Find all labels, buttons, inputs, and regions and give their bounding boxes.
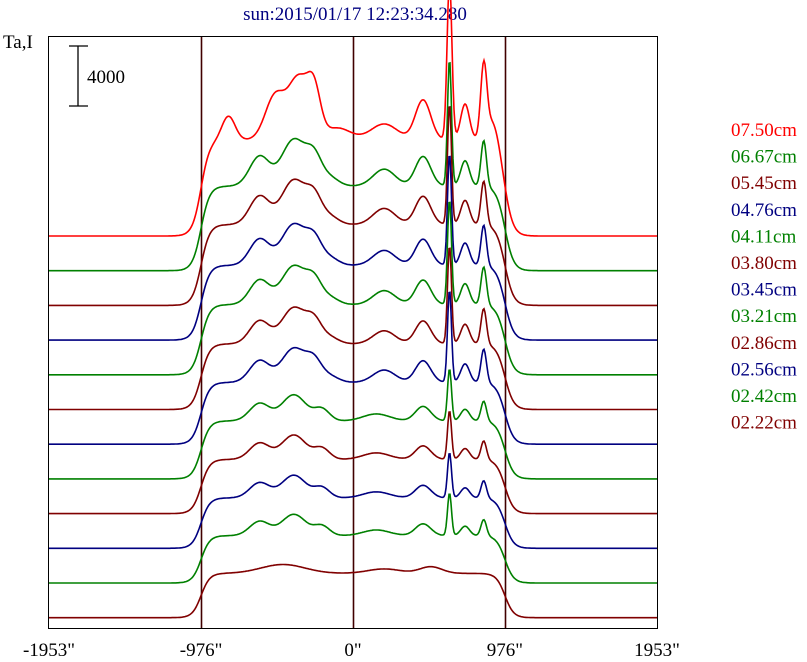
legend-entry: 03.21cm bbox=[731, 306, 797, 327]
legend-entry: 06.67cm bbox=[731, 147, 797, 168]
series-line-02.42cm bbox=[49, 493, 657, 584]
legend-entry: 04.11cm bbox=[731, 226, 796, 247]
scale-bar bbox=[69, 45, 88, 107]
x-tick-label: 976" bbox=[487, 640, 523, 661]
series-line-03.45cm bbox=[49, 291, 657, 445]
series-line-04.76cm bbox=[49, 155, 657, 341]
legend-entry: 07.50cm bbox=[731, 120, 797, 141]
legend-entry: 02.22cm bbox=[731, 413, 797, 434]
legend: 07.50cm 06.67cm 05.45cm 04.76cm 04.11cm 03.80… bbox=[731, 120, 797, 434]
vertical-reference-lines bbox=[200, 37, 507, 628]
scale-bar-label: 4000 bbox=[87, 67, 125, 88]
series-line-02.86cm bbox=[49, 411, 657, 515]
legend-entry: 04.76cm bbox=[731, 200, 797, 221]
series-line-02.56cm bbox=[49, 453, 657, 550]
series-layer bbox=[49, 0, 657, 619]
x-tick-label: -1953" bbox=[23, 640, 75, 661]
legend-entry: 02.42cm bbox=[731, 386, 797, 407]
plot-frame bbox=[48, 36, 658, 629]
series-line-03.21cm bbox=[49, 369, 657, 480]
series-line-05.45cm bbox=[49, 106, 657, 307]
legend-entry: 05.45cm bbox=[731, 173, 797, 194]
x-tick-label: 0" bbox=[344, 640, 361, 661]
x-tick-label: 1953" bbox=[634, 640, 680, 661]
series-line-06.67cm bbox=[49, 61, 657, 272]
series-line-07.50cm bbox=[49, 0, 657, 237]
legend-entry: 02.86cm bbox=[731, 333, 797, 354]
series-line-04.11cm bbox=[49, 201, 657, 376]
series-line-02.22cm bbox=[49, 563, 657, 619]
x-tick-labels: -1953" -976" 0" 976" 1953" bbox=[23, 640, 680, 661]
legend-entry: 02.56cm bbox=[731, 359, 797, 380]
x-tick-label: -976" bbox=[180, 640, 223, 661]
y-axis-label: Ta,I bbox=[3, 32, 33, 53]
legend-entry: 03.45cm bbox=[731, 280, 797, 301]
legend-entry: 03.80cm bbox=[731, 253, 797, 274]
series-line-03.80cm bbox=[49, 247, 657, 411]
chart-title: sun:2015/01/17 12:23:34.280 bbox=[243, 4, 467, 25]
